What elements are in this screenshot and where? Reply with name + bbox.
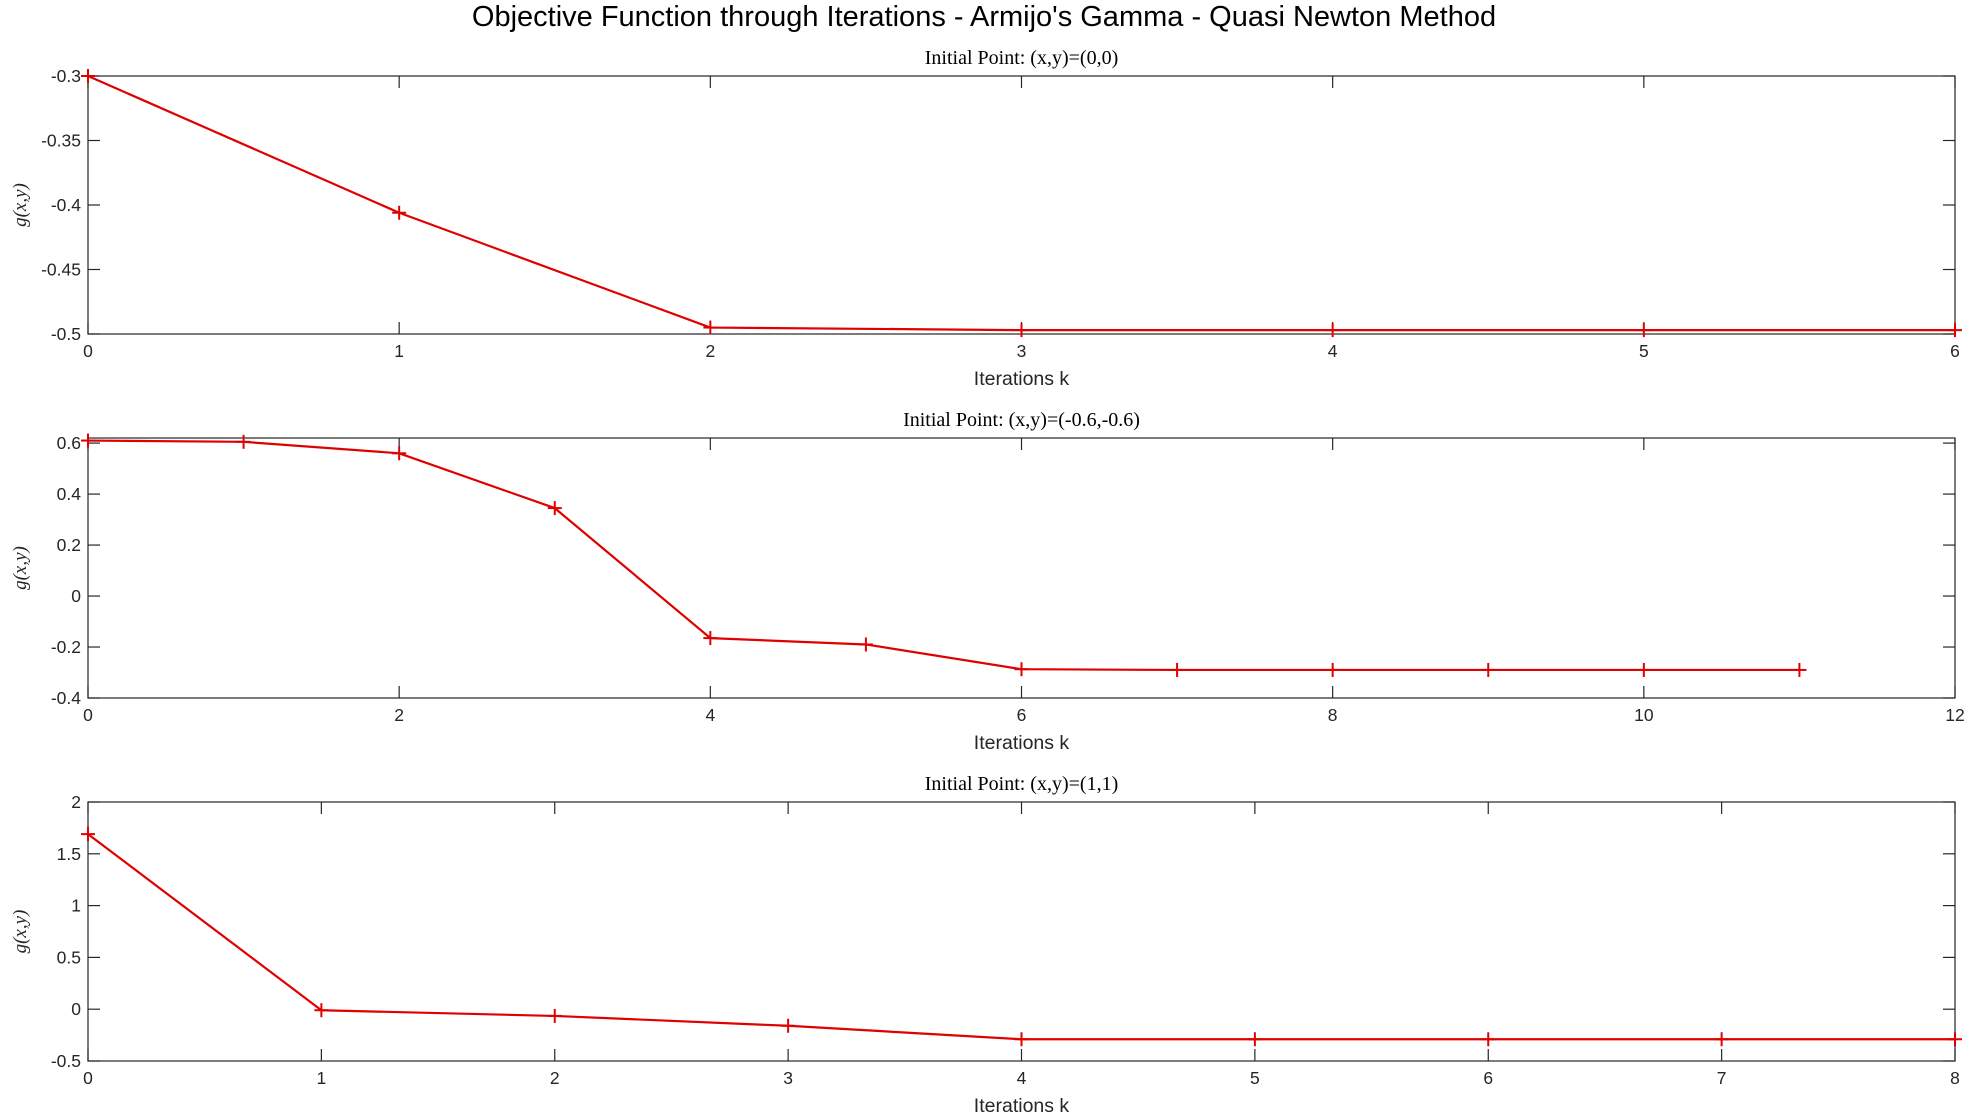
x-tick-label: 5	[1639, 341, 1649, 361]
x-tick-label: 3	[1017, 341, 1027, 361]
data-point	[858, 637, 873, 652]
y-tick-label: -0.3	[51, 66, 81, 86]
data-point	[547, 501, 562, 516]
x-tick-label: 3	[783, 1068, 793, 1088]
axes-box	[87, 437, 1956, 699]
y-tick-label: -0.5	[51, 324, 81, 344]
data-point	[1325, 662, 1340, 677]
x-tick-label: 7	[1717, 1068, 1727, 1088]
y-tick-label: -0.2	[51, 637, 81, 657]
series-line	[87, 833, 1955, 1041]
data-point	[236, 434, 251, 449]
data-point	[547, 1008, 562, 1023]
y-axis-label: g(x,y)	[10, 546, 31, 590]
data-point	[1481, 1032, 1496, 1047]
data-point	[1636, 323, 1651, 338]
y-tick-label: 0	[71, 586, 81, 606]
x-tick-label: 1	[317, 1068, 327, 1088]
subplot-2: Initial Point: (x,y)=(-0.6,-0.6) 0 2 4 6 8 10 1…	[10, 409, 1965, 754]
x-tick-label: 10	[1634, 705, 1654, 725]
x-tick-label: 8	[1950, 1068, 1960, 1088]
series-line	[87, 74, 1955, 332]
data-point	[1481, 662, 1496, 677]
data-point	[703, 631, 718, 646]
subplot-1: Initial Point: (x,y)=(0,0) 0 1 2 3 4 5 6 -0.3 -0.…	[10, 47, 1962, 390]
x-tick-label: 12	[1945, 705, 1964, 725]
x-tick-label: 0	[83, 341, 93, 361]
x-axis-label: Iterations k	[974, 732, 1070, 754]
data-point	[1636, 662, 1651, 677]
data-point	[1948, 323, 1962, 338]
subplot-title: Initial Point: (x,y)=(0,0)	[925, 47, 1118, 69]
y-tick-label: 2	[71, 792, 81, 812]
x-tick-label: 6	[1017, 705, 1027, 725]
data-point	[1792, 662, 1807, 677]
x-tick-label: 2	[705, 341, 715, 361]
y-tick-label: -0.4	[51, 195, 81, 215]
x-tick-label: 0	[83, 705, 93, 725]
y-tick-label: 1.5	[57, 844, 81, 864]
data-point	[392, 205, 407, 220]
x-tick-label: 5	[1250, 1068, 1260, 1088]
series-line	[87, 439, 1800, 672]
y-axis-label: g(x,y)	[10, 183, 31, 227]
data-point	[1247, 1032, 1262, 1047]
y-tick-label: 0.2	[57, 535, 81, 555]
data-point	[1014, 662, 1029, 677]
x-tick-label: 8	[1328, 705, 1338, 725]
data-point	[781, 1018, 796, 1033]
x-tick-label: 0	[83, 1068, 93, 1088]
x-tick-label: 6	[1483, 1068, 1493, 1088]
y-tick-label: -0.5	[51, 1051, 81, 1071]
subplot-title: Initial Point: (x,y)=(1,1)	[925, 773, 1118, 795]
y-tick-label: 0	[71, 999, 81, 1019]
data-point	[392, 446, 407, 461]
data-point	[81, 433, 95, 448]
data-point	[81, 69, 95, 83]
y-tick-label: -0.4	[51, 688, 81, 708]
y-axis-label: g(x,y)	[10, 910, 31, 954]
y-tick-label: 0.5	[57, 947, 81, 967]
data-point	[1948, 1032, 1962, 1047]
data-point	[1014, 1032, 1029, 1047]
x-tick-label: 4	[1328, 341, 1338, 361]
x-axis-label: Iterations k	[974, 368, 1070, 390]
y-tick-label: 0.6	[57, 433, 81, 453]
y-tick-label: 1	[71, 896, 81, 916]
x-tick-label: 1	[394, 341, 404, 361]
x-tick-label: 6	[1950, 341, 1960, 361]
x-tick-label: 4	[705, 705, 715, 725]
data-point	[81, 827, 95, 842]
x-tick-label: 2	[550, 1068, 560, 1088]
data-point	[703, 320, 718, 335]
subplot-title: Initial Point: (x,y)=(-0.6,-0.6)	[903, 409, 1140, 431]
data-point	[1325, 323, 1340, 338]
y-tick-label: 0.4	[57, 484, 82, 504]
axes-box	[87, 801, 1956, 1062]
subplot-3: Initial Point: (x,y)=(1,1) 0 1 2 3 4 5 6 7 8 2 1.5 1…	[10, 773, 1962, 1117]
axes-box	[87, 75, 1956, 335]
x-axis-label: Iterations k	[974, 1095, 1070, 1117]
data-point	[1714, 1032, 1729, 1047]
data-point	[1014, 323, 1029, 338]
data-point	[314, 1003, 329, 1018]
x-tick-label: 2	[394, 705, 404, 725]
data-point	[1170, 662, 1185, 677]
x-tick-label: 4	[1017, 1068, 1027, 1088]
y-tick-label: -0.35	[41, 131, 81, 151]
figure-title: Objective Function through Iterations - …	[472, 1, 1496, 33]
y-tick-label: -0.45	[41, 260, 81, 280]
